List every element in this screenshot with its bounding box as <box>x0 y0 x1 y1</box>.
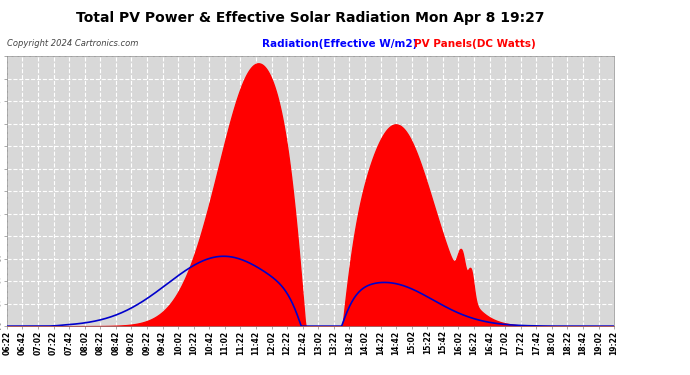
Text: Radiation(Effective W/m2): Radiation(Effective W/m2) <box>262 39 417 50</box>
Text: PV Panels(DC Watts): PV Panels(DC Watts) <box>414 39 535 50</box>
Text: Copyright 2024 Cartronics.com: Copyright 2024 Cartronics.com <box>7 39 138 48</box>
Text: Total PV Power & Effective Solar Radiation Mon Apr 8 19:27: Total PV Power & Effective Solar Radiati… <box>77 11 544 25</box>
